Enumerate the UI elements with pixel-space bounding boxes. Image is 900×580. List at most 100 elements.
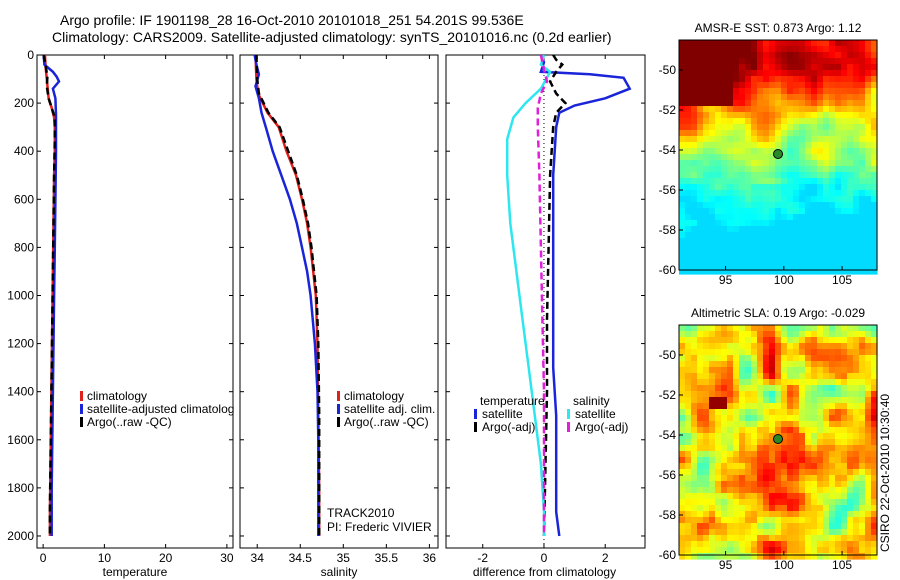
heatmap-cell (703, 505, 710, 512)
heatmap-cell (865, 415, 872, 422)
heatmap-cell (853, 433, 860, 440)
heatmap-cell (703, 475, 710, 482)
heatmap-cell (853, 475, 860, 482)
heatmap-cell (811, 385, 818, 392)
heatmap-cell (787, 457, 794, 464)
heatmap-cell (745, 214, 752, 221)
heatmap-cell (817, 499, 824, 506)
heatmap-cell (829, 439, 836, 446)
heatmap-cell (811, 493, 818, 500)
heatmap-cell (859, 76, 866, 83)
legend-swatch (567, 409, 570, 419)
heatmap-cell (703, 130, 710, 137)
heatmap-cell (805, 244, 812, 251)
heatmap-cell (859, 355, 866, 362)
heatmap-cell (793, 499, 800, 506)
heatmap-cell (775, 475, 782, 482)
heatmap-cell (787, 451, 794, 458)
heatmap-cell (709, 58, 716, 65)
heatmap-cell (727, 70, 734, 77)
heatmap-cell (799, 268, 806, 275)
heatmap-cell (757, 463, 764, 470)
heatmap-cell (829, 433, 836, 440)
heatmap-cell (781, 397, 788, 404)
heatmap-cell (829, 391, 836, 398)
heatmap-cell (679, 76, 686, 83)
x-tick-label: 34.5 (289, 551, 313, 565)
heatmap-cell (793, 100, 800, 107)
heatmap-cell (805, 361, 812, 368)
heatmap-cell (805, 100, 812, 107)
heatmap-cell (835, 385, 842, 392)
heatmap-cell (787, 481, 794, 488)
heatmap-cell (811, 76, 818, 83)
heatmap-cell (775, 529, 782, 536)
heatmap-cell (727, 46, 734, 53)
heatmap-cell (835, 256, 842, 263)
heatmap-cell (805, 178, 812, 185)
heatmap-cell (823, 58, 830, 65)
heatmap-cell (805, 493, 812, 500)
heatmap-cell (805, 142, 812, 149)
heatmap-cell (799, 529, 806, 536)
heatmap-cell (727, 547, 734, 554)
heatmap-cell (859, 238, 866, 245)
heatmap-cell (685, 493, 692, 500)
x-tick-label: 30 (220, 551, 234, 565)
heatmap-cell (865, 220, 872, 227)
heatmap-cell (715, 172, 722, 179)
heatmap-cell (787, 154, 794, 161)
heatmap-cell (787, 244, 794, 251)
heatmap-cell (847, 262, 854, 269)
heatmap-cell (811, 190, 818, 197)
heatmap-cell (865, 481, 872, 488)
heatmap-cell (853, 481, 860, 488)
heatmap-cell (811, 457, 818, 464)
heatmap-cell (847, 475, 854, 482)
heatmap-cell (685, 64, 692, 71)
heatmap-cell (727, 40, 734, 47)
heatmap-cell (787, 421, 794, 428)
heatmap-cell (721, 112, 728, 119)
heatmap-cell (859, 256, 866, 263)
heatmap-cell (679, 385, 686, 392)
heatmap-cell (823, 517, 830, 524)
heatmap-cell (745, 64, 752, 71)
heatmap-cell (823, 457, 830, 464)
heatmap-cell (781, 385, 788, 392)
heatmap-cell (697, 403, 704, 410)
heatmap-cell (841, 160, 848, 167)
heatmap-cell (847, 391, 854, 398)
heatmap-cell (697, 433, 704, 440)
heatmap-cell (757, 493, 764, 500)
heatmap-cell (751, 142, 758, 149)
heatmap-cell (763, 445, 770, 452)
heatmap-cell (757, 523, 764, 530)
heatmap-cell (805, 517, 812, 524)
heatmap-cell (823, 148, 830, 155)
heatmap-cell (859, 268, 866, 275)
heatmap-cell (679, 331, 686, 338)
heatmap-cell (709, 439, 716, 446)
heatmap-cell (859, 379, 866, 386)
heatmap-cell (871, 184, 878, 191)
heatmap-cell (751, 76, 758, 83)
heatmap-cell (703, 142, 710, 149)
heatmap-cell (709, 214, 716, 221)
heatmap-cell (757, 94, 764, 101)
heatmap-cell (781, 94, 788, 101)
heatmap-cell (697, 178, 704, 185)
heatmap-cell (757, 397, 764, 404)
heatmap-cell (811, 64, 818, 71)
heatmap-cell (703, 331, 710, 338)
heatmap-cell (685, 553, 692, 560)
heatmap-cell (853, 112, 860, 119)
heatmap-cell (787, 184, 794, 191)
heatmap-cell (721, 481, 728, 488)
heatmap-cell (853, 547, 860, 554)
heatmap-cell (793, 349, 800, 356)
heatmap-cell (763, 106, 770, 113)
heatmap-cell (745, 244, 752, 251)
heatmap-cell (847, 88, 854, 95)
heatmap-cell (823, 136, 830, 143)
